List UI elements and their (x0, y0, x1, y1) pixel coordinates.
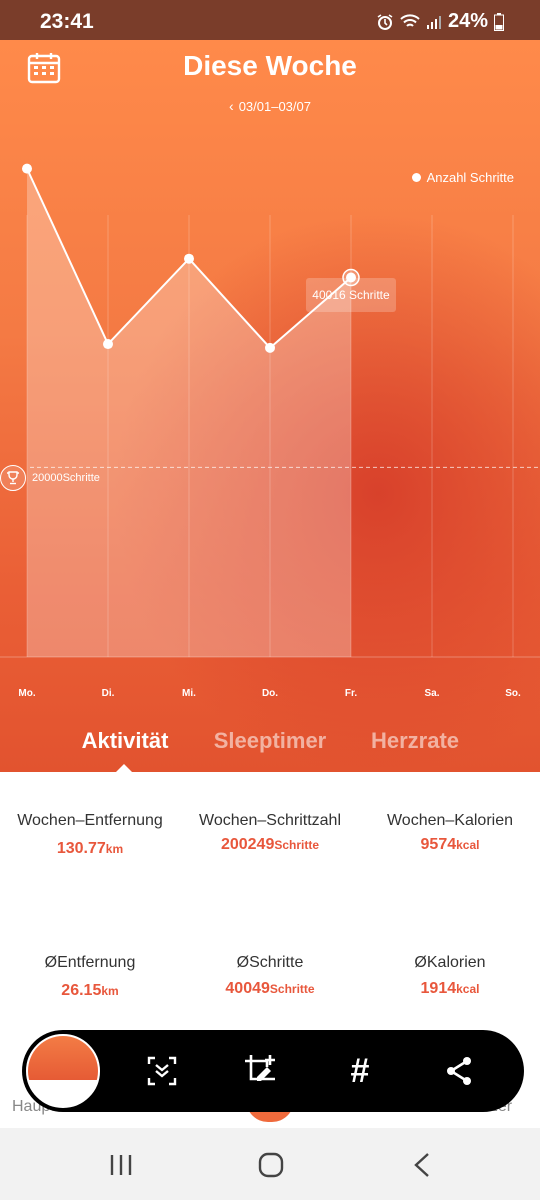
goal-marker: 20000Schritte (0, 465, 100, 491)
stat-name: ØSchritte (236, 954, 304, 971)
legend-dot (411, 173, 421, 182)
crop-edit-icon[interactable] (241, 1051, 281, 1091)
stat-value: 1914kcal (420, 980, 480, 997)
stat-avg-distance: ØEntfernung 26.15km (0, 954, 180, 1000)
screenshot-toolbar: # (22, 1030, 524, 1112)
status-time: 23:41 (40, 10, 94, 33)
stat-name: Wochen–Schrittzahl (199, 812, 341, 829)
stat-week-steps: Wochen–Schrittzahl 200249Schritte (180, 812, 360, 854)
x-tick-label: So. (505, 688, 521, 699)
active-tab-indicator (116, 764, 132, 772)
battery-percent: 24% (447, 10, 488, 32)
data-point[interactable] (22, 163, 32, 174)
date-range-label: 03/01–03/07 (238, 99, 311, 114)
battery-icon (494, 12, 504, 31)
stat-value: 200249Schritte (220, 836, 320, 853)
tab-sleeptimer[interactable]: Sleeptimer (213, 728, 327, 753)
x-tick-label: Sa. (424, 688, 440, 699)
stat-value: 9574kcal (420, 836, 480, 853)
alarm-icon (377, 13, 393, 30)
stat-week-distance: Wochen–Entfernung 130.77km (0, 812, 180, 858)
tab-herzrate[interactable]: Herzrate (370, 728, 460, 753)
calendar-icon[interactable] (26, 52, 62, 84)
data-point[interactable] (346, 272, 356, 283)
stat-week-calories: Wochen–Kalorien 9574kcal (360, 812, 540, 854)
share-icon[interactable] (439, 1051, 479, 1091)
steps-chart (0, 163, 540, 658)
status-bar: 23:41 24% (0, 0, 540, 40)
stat-avg-steps: ØSchritte 40049Schritte (180, 954, 360, 998)
data-point[interactable] (265, 342, 275, 353)
stat-value: 40049Schritte (225, 980, 315, 997)
chart-legend: Anzahl Schritte (411, 170, 514, 185)
x-tick-label: Do. (261, 688, 279, 699)
series-area (27, 168, 351, 657)
x-axis-labels: Mo. Di. Mi. Do. Fr. Sa. So. (0, 688, 540, 702)
date-range[interactable]: ‹ 03/01–03/07 (0, 98, 540, 114)
trophy-icon (0, 465, 26, 491)
data-point[interactable] (184, 253, 194, 264)
scroll-capture-icon[interactable] (142, 1051, 182, 1091)
stat-name: ØEntfernung (44, 954, 136, 971)
home-icon[interactable] (256, 1150, 286, 1180)
legend-label: Anzahl Schritte (426, 170, 514, 185)
system-nav-bar (0, 1128, 540, 1200)
page-title: Diese Woche (183, 50, 357, 81)
data-point[interactable] (103, 339, 113, 350)
signal-icon (426, 15, 441, 29)
hashtag-icon[interactable]: # (350, 1051, 370, 1090)
stat-name: Wochen–Kalorien (386, 812, 513, 829)
chart-tooltip: 40016 Schritte (306, 278, 396, 312)
wifi-icon (400, 13, 420, 27)
x-tick-label: Di. (101, 688, 115, 699)
stat-value: 26.15km (61, 982, 119, 999)
stat-name: ØKalorien (414, 954, 486, 971)
goal-label: 20000Schritte (32, 472, 100, 484)
chevron-left-icon[interactable]: ‹ (229, 98, 234, 114)
weekly-chart-panel: Diese Woche ‹ 03/01–03/07 Anzahl Schritte… (0, 40, 540, 772)
stat-avg-calories: ØKalorien 1914kcal (360, 954, 540, 998)
x-tick-label: Fr. (344, 688, 358, 699)
x-tick-label: Mi. (182, 688, 196, 699)
tab-aktivitaet[interactable]: Aktivität (81, 728, 169, 753)
screenshot-thumbnail[interactable] (26, 1034, 100, 1108)
stat-value: 130.77km (56, 840, 124, 857)
status-icons: 24% (376, 10, 504, 33)
tab-bar: Aktivität Sleeptimer Herzrate (0, 728, 540, 768)
back-icon[interactable] (408, 1150, 438, 1180)
x-tick-label: Mo. (18, 688, 36, 699)
recent-apps-icon[interactable] (106, 1150, 136, 1180)
stat-name: Wochen–Entfernung (17, 812, 163, 829)
